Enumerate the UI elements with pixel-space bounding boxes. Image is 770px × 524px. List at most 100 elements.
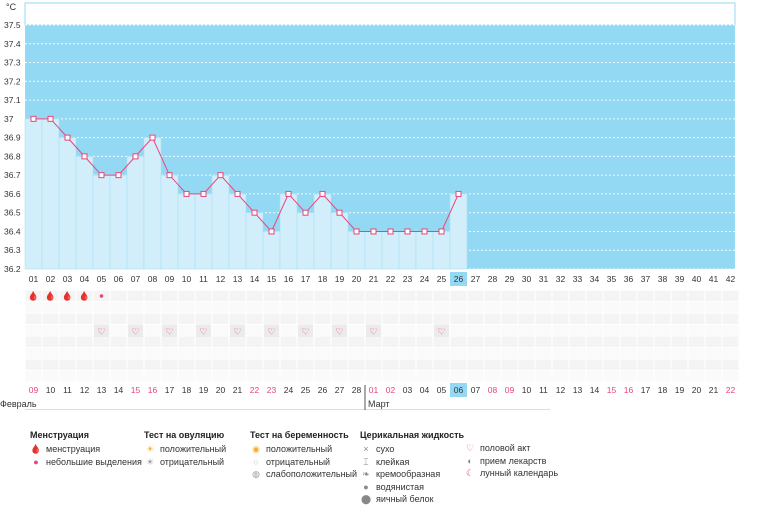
symptom-cell	[314, 348, 331, 359]
symptom-cell	[365, 348, 382, 359]
symptom-cell	[722, 313, 739, 324]
temperature-point	[353, 228, 360, 235]
heart-icon: ♡	[97, 327, 105, 337]
symptom-cell	[263, 371, 280, 382]
symptom-cell	[501, 359, 518, 370]
symptom-cell	[569, 325, 586, 336]
symptom-cell	[467, 325, 484, 336]
legend-label: яичный белок	[376, 494, 434, 504]
legend-label: менструация	[46, 444, 101, 454]
symptom-cell	[331, 348, 348, 359]
date-label: 19	[199, 385, 209, 395]
date-label: 26	[318, 385, 328, 395]
symptom-cell	[382, 371, 399, 382]
heart-icon: ♡	[267, 327, 275, 337]
symptom-cell	[76, 325, 93, 336]
cycle-day-label: 22	[386, 274, 396, 284]
symptom-cell	[535, 290, 552, 301]
symptom-cell	[229, 348, 246, 359]
symptom-cell	[25, 359, 42, 370]
symptom-cell	[93, 348, 110, 359]
symptom-cell	[620, 290, 637, 301]
date-label: 13	[97, 385, 107, 395]
intercourse-cell	[128, 324, 143, 337]
symptom-cell	[229, 302, 246, 313]
legend-ovulation-test: Тест на овуляцию ☀ положительный ☀ отрицат…	[144, 430, 226, 468]
legend-item-dry: × сухо	[360, 443, 464, 456]
date-label: 04	[420, 385, 430, 395]
legend-item-sticky: ⌶ клейкая	[360, 456, 464, 469]
symptom-cell	[518, 302, 535, 313]
y-tick-label: 37.1	[4, 95, 21, 105]
symptom-cell	[416, 359, 433, 370]
symptom-cell	[25, 325, 42, 336]
symptom-cell	[518, 336, 535, 347]
symptom-cell	[246, 336, 263, 347]
temperature-bar	[41, 118, 60, 270]
symptom-cell	[127, 290, 144, 301]
symptom-cell	[722, 325, 739, 336]
symptom-cell	[586, 348, 603, 359]
legend-label: отрицательный	[160, 456, 225, 467]
symptom-cell	[484, 336, 501, 347]
symptom-cell	[484, 302, 501, 313]
symptom-cell	[195, 313, 212, 324]
legend: Менструация 🩸 менструация ● небольшие выде…	[30, 430, 770, 520]
symptom-cell	[535, 325, 552, 336]
intercourse-cell	[196, 324, 211, 337]
symptom-cell	[501, 348, 518, 359]
symptom-cell	[484, 359, 501, 370]
cycle-day-label: 40	[692, 274, 702, 284]
symptom-cell	[535, 371, 552, 382]
symptom-cell	[382, 359, 399, 370]
symptom-cell	[467, 348, 484, 359]
temperature-point	[319, 190, 326, 197]
heart-icon: ♡	[233, 327, 241, 337]
symptom-cell	[654, 302, 671, 313]
symptom-cell	[467, 359, 484, 370]
symptom-cell	[671, 359, 688, 370]
temperature-bar	[279, 193, 298, 270]
symptom-cell	[246, 371, 263, 382]
cycle-day-label: 29	[505, 274, 515, 284]
temperature-point	[64, 134, 71, 141]
symptom-cell	[263, 302, 280, 313]
temperature-bar	[330, 212, 349, 270]
symptom-cell	[144, 290, 161, 301]
symptom-cell	[688, 290, 705, 301]
symptom-cell	[263, 359, 280, 370]
cycle-day-label: 39	[675, 274, 685, 284]
symptom-cell	[365, 290, 382, 301]
symptom-cell	[416, 302, 433, 313]
symptom-cell	[637, 348, 654, 359]
y-tick-label: 36.8	[4, 151, 21, 161]
temperature-bar	[262, 231, 281, 270]
date-label: 02	[386, 385, 396, 395]
spotting-icon	[99, 294, 104, 298]
symptom-cell	[688, 325, 705, 336]
symptom-cell	[484, 348, 501, 359]
symptom-cell	[705, 290, 722, 301]
symptom-cell	[93, 336, 110, 347]
symptom-cell	[603, 302, 620, 313]
legend-label: сухо	[376, 444, 395, 454]
symptom-cell	[552, 359, 569, 370]
symptom-cell	[59, 325, 76, 336]
symptom-cell	[586, 325, 603, 336]
symptom-cell	[25, 313, 42, 324]
date-label: 18	[182, 385, 192, 395]
date-label: 08	[488, 385, 498, 395]
cycle-day-label: 27	[471, 274, 481, 284]
symptom-cell	[110, 313, 127, 324]
symptom-cell	[25, 336, 42, 347]
symptom-cell	[229, 290, 246, 301]
cycle-day-label: 16	[284, 274, 294, 284]
symptom-cell	[654, 359, 671, 370]
cycle-day-label: 34	[590, 274, 600, 284]
temperature-bar	[432, 231, 451, 270]
symptom-cell	[620, 371, 637, 382]
temperature-bar	[126, 156, 145, 270]
symptom-cell	[110, 302, 127, 313]
temperature-point	[268, 228, 275, 235]
temperature-bar	[75, 156, 94, 270]
